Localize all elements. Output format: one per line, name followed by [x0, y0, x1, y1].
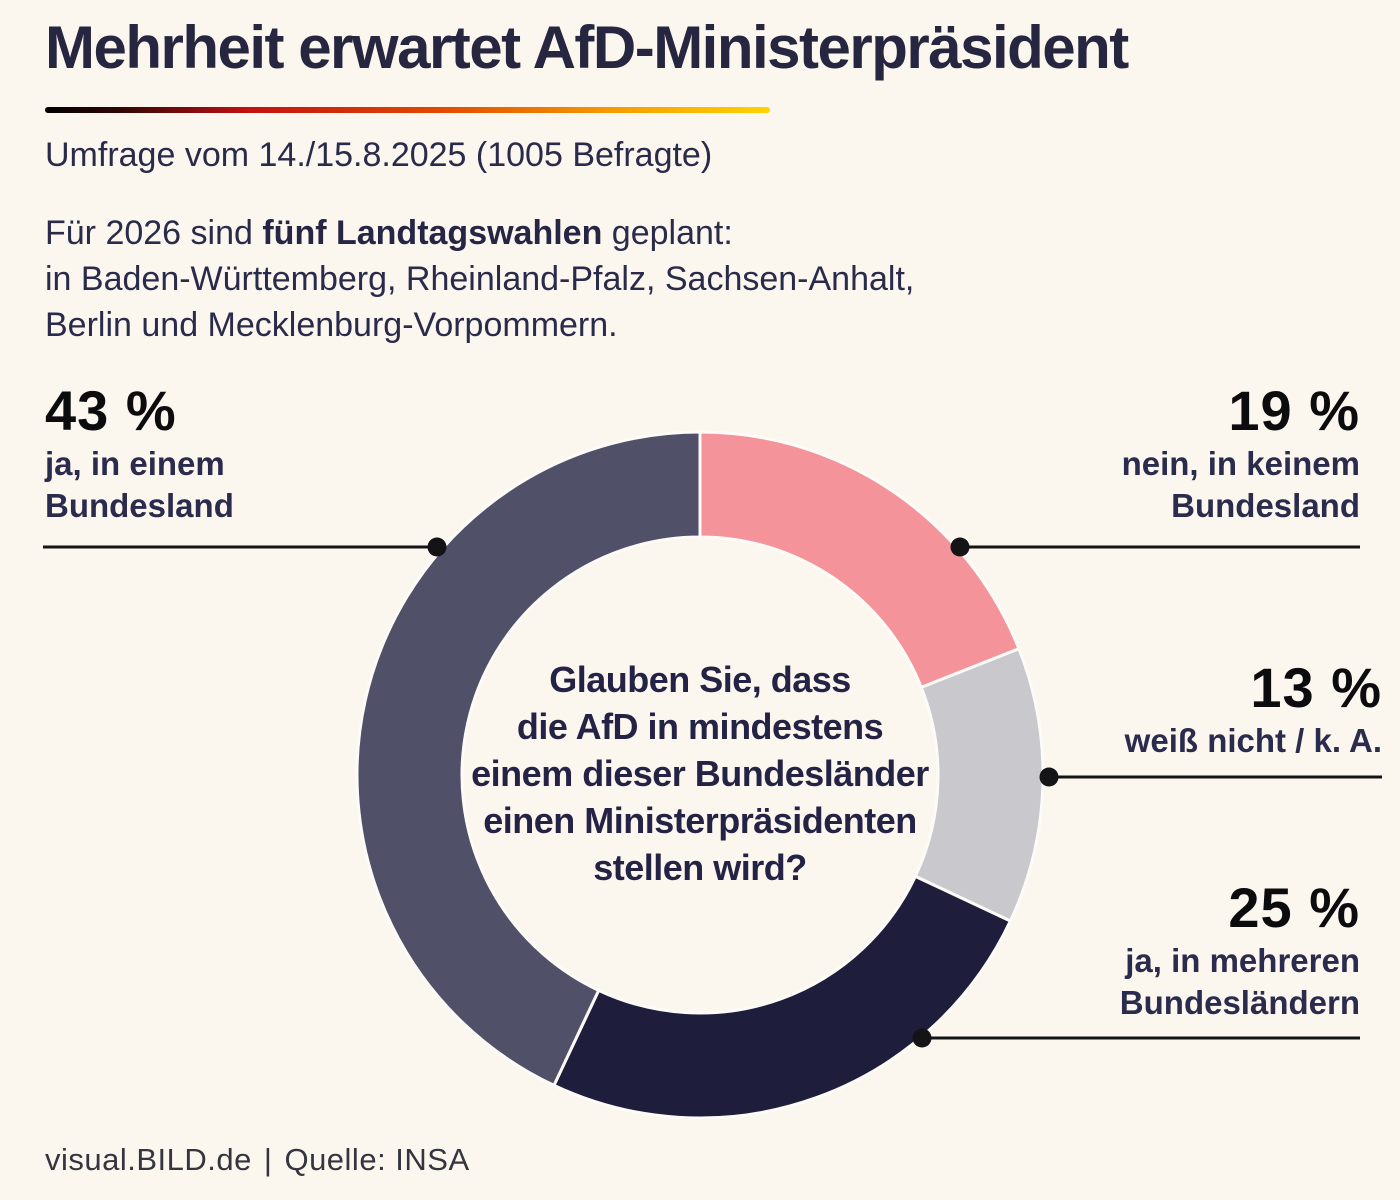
- footer-separator: |: [263, 1142, 273, 1177]
- callout-label-line: ja, in einem: [45, 445, 225, 482]
- callout-dot-weiss-nicht-ka: [1039, 767, 1059, 787]
- chart-question-line: einen Ministerpräsidenten: [483, 800, 917, 841]
- survey-info: Umfrage vom 14./15.8.2025 (1005 Befragte…: [45, 136, 713, 174]
- footer-brand: visual.BILD.de: [45, 1142, 252, 1177]
- page-title: Mehrheit erwartet AfD-Ministerpräsident: [45, 14, 1129, 81]
- intro-line2: in Baden-Württemberg, Rheinland-Pfalz, S…: [45, 260, 915, 298]
- callout-ja-in-einem-bundesland: 43 % ja, in einem Bundesland: [45, 381, 234, 527]
- intro-text: Für 2026 sind fünf Landtagswahlen geplan…: [45, 210, 914, 348]
- callout-label-line: weiß nicht / k. A.: [1124, 722, 1382, 759]
- callout-dot-ja-in-mehreren-bundeslaendern: [912, 1028, 932, 1048]
- donut-segment-nein-in-keinem-bundesland: [698, 430, 1021, 690]
- callout-label-line: Bundesländern: [1119, 984, 1360, 1021]
- intro-bold-phrase: fünf Landtagswahlen: [262, 214, 603, 252]
- chart-question-line: die AfD in mindestens: [516, 706, 884, 747]
- footer-source: Quelle: INSA: [284, 1142, 470, 1177]
- callout-label-43: ja, in einem Bundesland: [45, 443, 234, 527]
- callout-nein-in-keinem-bundesland: 19 % nein, in keinem Bundesland: [1122, 381, 1360, 527]
- callout-value-43: 43 %: [45, 379, 177, 442]
- callout-label-line: Bundesland: [45, 487, 234, 524]
- intro-part2: geplant:: [602, 214, 733, 252]
- source-credit: visual.BILD.de | Quelle: INSA: [45, 1142, 470, 1178]
- callout-label-line: Bundesland: [1171, 487, 1360, 524]
- intro-part1: Für 2026 sind: [45, 214, 263, 252]
- callout-label-line: nein, in keinem: [1121, 445, 1360, 482]
- callout-dot-nein-in-keinem-bundesland: [950, 537, 970, 557]
- chart-question: Glauben Sie, dass die AfD in mindestens …: [430, 656, 970, 891]
- chart-question-line: Glauben Sie, dass: [549, 659, 851, 700]
- callout-value-25: 25 %: [1228, 876, 1360, 939]
- callout-label-19: nein, in keinem Bundesland: [1122, 443, 1360, 527]
- callout-label-line: ja, in mehreren: [1125, 942, 1360, 979]
- donut-segment-ja-in-einem-bundesland: [355, 430, 702, 1088]
- flag-gradient-divider: [45, 107, 770, 113]
- intro-line3: Berlin und Mecklenburg-Vorpommern.: [45, 306, 618, 344]
- callout-dot-ja-in-einem-bundesland: [427, 537, 447, 557]
- chart-question-line: stellen wird?: [593, 847, 807, 888]
- chart-question-line: einem dieser Bundesländer: [471, 753, 929, 794]
- callout-value-13: 13 %: [1250, 656, 1382, 719]
- callout-label-13: weiß nicht / k. A.: [1125, 720, 1382, 762]
- callout-weiss-nicht: 13 % weiß nicht / k. A.: [1125, 658, 1382, 762]
- donut-segment-ja-in-mehreren-bundeslaendern: [551, 874, 1013, 1120]
- callout-value-19: 19 %: [1228, 379, 1360, 442]
- callout-ja-in-mehreren-bundeslaendern: 25 % ja, in mehreren Bundesländern: [1120, 878, 1360, 1024]
- callout-label-25: ja, in mehreren Bundesländern: [1120, 940, 1360, 1024]
